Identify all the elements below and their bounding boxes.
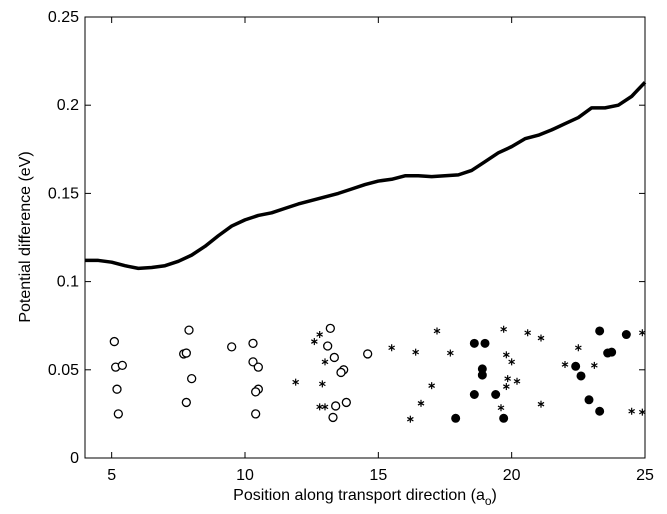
filled-circle-point — [595, 406, 605, 416]
filled-circle-point — [607, 347, 617, 357]
open-circle-point — [331, 401, 341, 411]
asterisk-point — [433, 327, 441, 335]
open-circle-point — [329, 352, 339, 363]
open-circle-point — [341, 397, 351, 408]
filled-circle-point — [576, 371, 586, 381]
y-axis-label: Potential difference (eV) — [17, 151, 34, 322]
asterisk-point — [590, 361, 598, 369]
open-circle-point — [227, 342, 237, 352]
plot-area — [84, 16, 646, 459]
open-circle-point — [251, 387, 261, 397]
asterisk-point — [406, 415, 414, 423]
asterisk-point — [502, 383, 510, 391]
asterisk-point — [638, 329, 646, 337]
asterisk-point — [310, 338, 318, 346]
open-circle-point — [253, 362, 263, 372]
y-tick-label: 0.2 — [57, 97, 79, 114]
filled-circle-point — [480, 338, 490, 348]
series-layer — [85, 81, 647, 423]
filled-circle-point — [595, 326, 605, 336]
open-circle-point — [363, 349, 373, 359]
open-circle-point — [184, 325, 194, 335]
asterisk-point — [502, 351, 510, 359]
open-circle-point — [325, 323, 335, 333]
filled-circle-point — [469, 338, 479, 348]
open-circle-point — [113, 409, 123, 419]
asterisk-point — [321, 358, 329, 366]
open-circle-point — [181, 348, 191, 358]
filled-circle-point — [469, 389, 479, 399]
filled-circle-point — [477, 370, 487, 380]
y-tick-label: 0.15 — [48, 185, 79, 202]
asterisk-point — [292, 378, 300, 386]
asterisk-point — [417, 399, 425, 407]
asterisk-point — [561, 361, 569, 369]
open-circle-point — [248, 338, 258, 348]
asterisk-point — [497, 404, 505, 412]
x-tick-label: 10 — [236, 467, 254, 484]
y-tick-label: 0.05 — [48, 362, 79, 379]
asterisk-point — [524, 329, 532, 337]
open-circle-point — [181, 397, 191, 408]
axes: 5 10 15 20 25 0 0.05 0.1 0.15 0.2 0.25 — [48, 9, 654, 484]
open-circle-point — [323, 341, 333, 351]
asterisk-point — [500, 325, 508, 333]
y-tick-label: 0.25 — [48, 9, 79, 26]
x-axis-label-subscript: o — [485, 494, 492, 508]
open-circle-point — [336, 367, 346, 378]
asterisk-point — [508, 358, 516, 366]
asterisk-point — [412, 348, 420, 356]
asterisk-point — [504, 375, 512, 383]
open-circle-point — [109, 336, 119, 347]
asterisk-point — [537, 334, 545, 342]
filled-circle-point — [491, 389, 501, 399]
open-circle-point — [248, 357, 258, 367]
asterisk-point — [537, 400, 545, 408]
open-circle-point — [117, 360, 127, 371]
asterisk-point — [513, 377, 521, 385]
asterisk-point — [638, 408, 646, 416]
asterisk-point — [446, 349, 454, 357]
asterisk-point — [628, 407, 636, 415]
asterisk-point — [316, 331, 324, 339]
potential-curve-line — [85, 81, 647, 271]
filled-circle-point — [584, 395, 594, 405]
filled-circle-point — [499, 413, 509, 423]
asterisk-point — [428, 382, 436, 390]
x-tick-label: 20 — [503, 467, 521, 484]
x-axis-label: Position along transport direction (ao) — [233, 487, 497, 508]
asterisk-point — [318, 380, 326, 388]
asterisk-point — [574, 344, 582, 352]
asterisk-point — [316, 403, 324, 411]
filled-circle-point — [571, 361, 581, 371]
x-tick-label: 5 — [107, 467, 116, 484]
y-tick-label: 0.1 — [57, 274, 79, 291]
open-circle-point — [112, 384, 122, 394]
filled-circle-point — [451, 413, 461, 423]
filled-circle-point — [621, 330, 631, 340]
x-tick-label: 15 — [369, 467, 387, 484]
x-tick-label: 25 — [636, 467, 654, 484]
open-circle-point — [328, 412, 338, 423]
asterisk-point — [388, 344, 396, 352]
open-circle-point — [251, 409, 261, 419]
y-tick-label: 0 — [70, 450, 79, 467]
open-circle-point — [187, 373, 197, 384]
asterisk-point — [321, 403, 329, 411]
